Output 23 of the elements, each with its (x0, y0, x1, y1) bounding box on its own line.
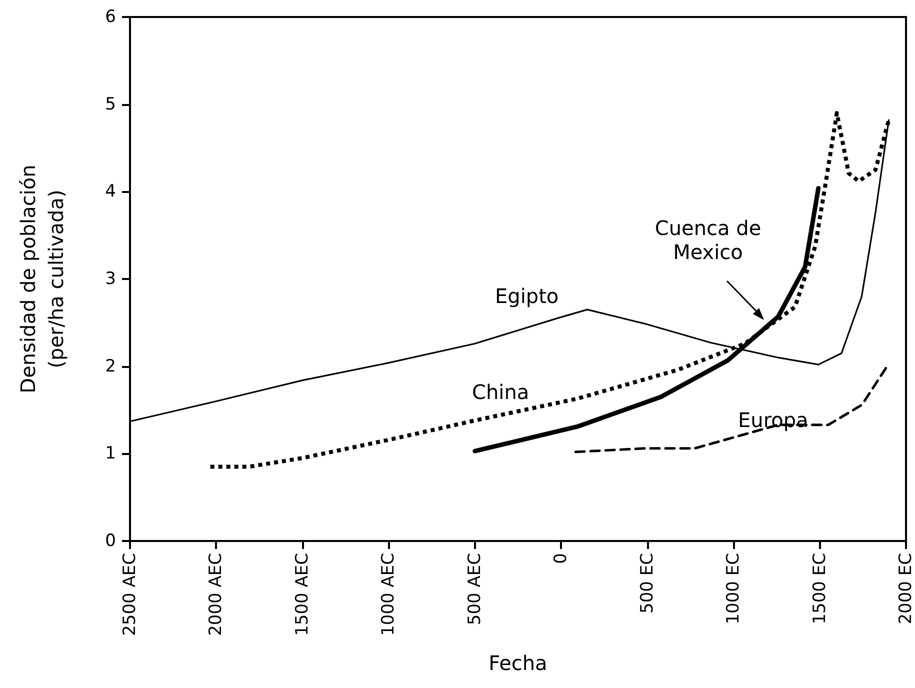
x-tick-label: 1500 EC (810, 553, 830, 624)
x-axis-title: Fecha (488, 651, 548, 675)
x-tick-label: 500 EC (637, 553, 658, 614)
y-tick-label: 4 (105, 182, 116, 202)
x-tick-label: 500 AEC (464, 553, 485, 626)
y-tick-label: 3 (105, 269, 116, 289)
y-tick-label: 6 (105, 7, 116, 27)
text: Cuenca de Mexico (654, 216, 762, 264)
x-tick-label: 1000 EC (724, 553, 744, 624)
y-tick-label: 1 (105, 444, 116, 464)
x-tick-label: 2500 AEC (120, 553, 140, 636)
y-tick-label: 2 (105, 356, 116, 376)
y-tick-label: 5 (105, 94, 116, 114)
line-series (574, 365, 888, 454)
series-label: China (472, 380, 530, 404)
series-label: Egipto (495, 284, 559, 308)
x-tick-label: 2000 AEC (206, 553, 226, 636)
y-axis-title: Densidad de población (per/ha cultivada) (16, 164, 68, 394)
x-tick-label: 0 (551, 553, 572, 564)
x-tick-label: 1000 AEC (378, 553, 399, 636)
x-tick-label: 2000 EC (896, 553, 915, 624)
y-tick-label: 0 (105, 531, 116, 551)
x-tick-label: 1500 AEC (292, 553, 312, 636)
